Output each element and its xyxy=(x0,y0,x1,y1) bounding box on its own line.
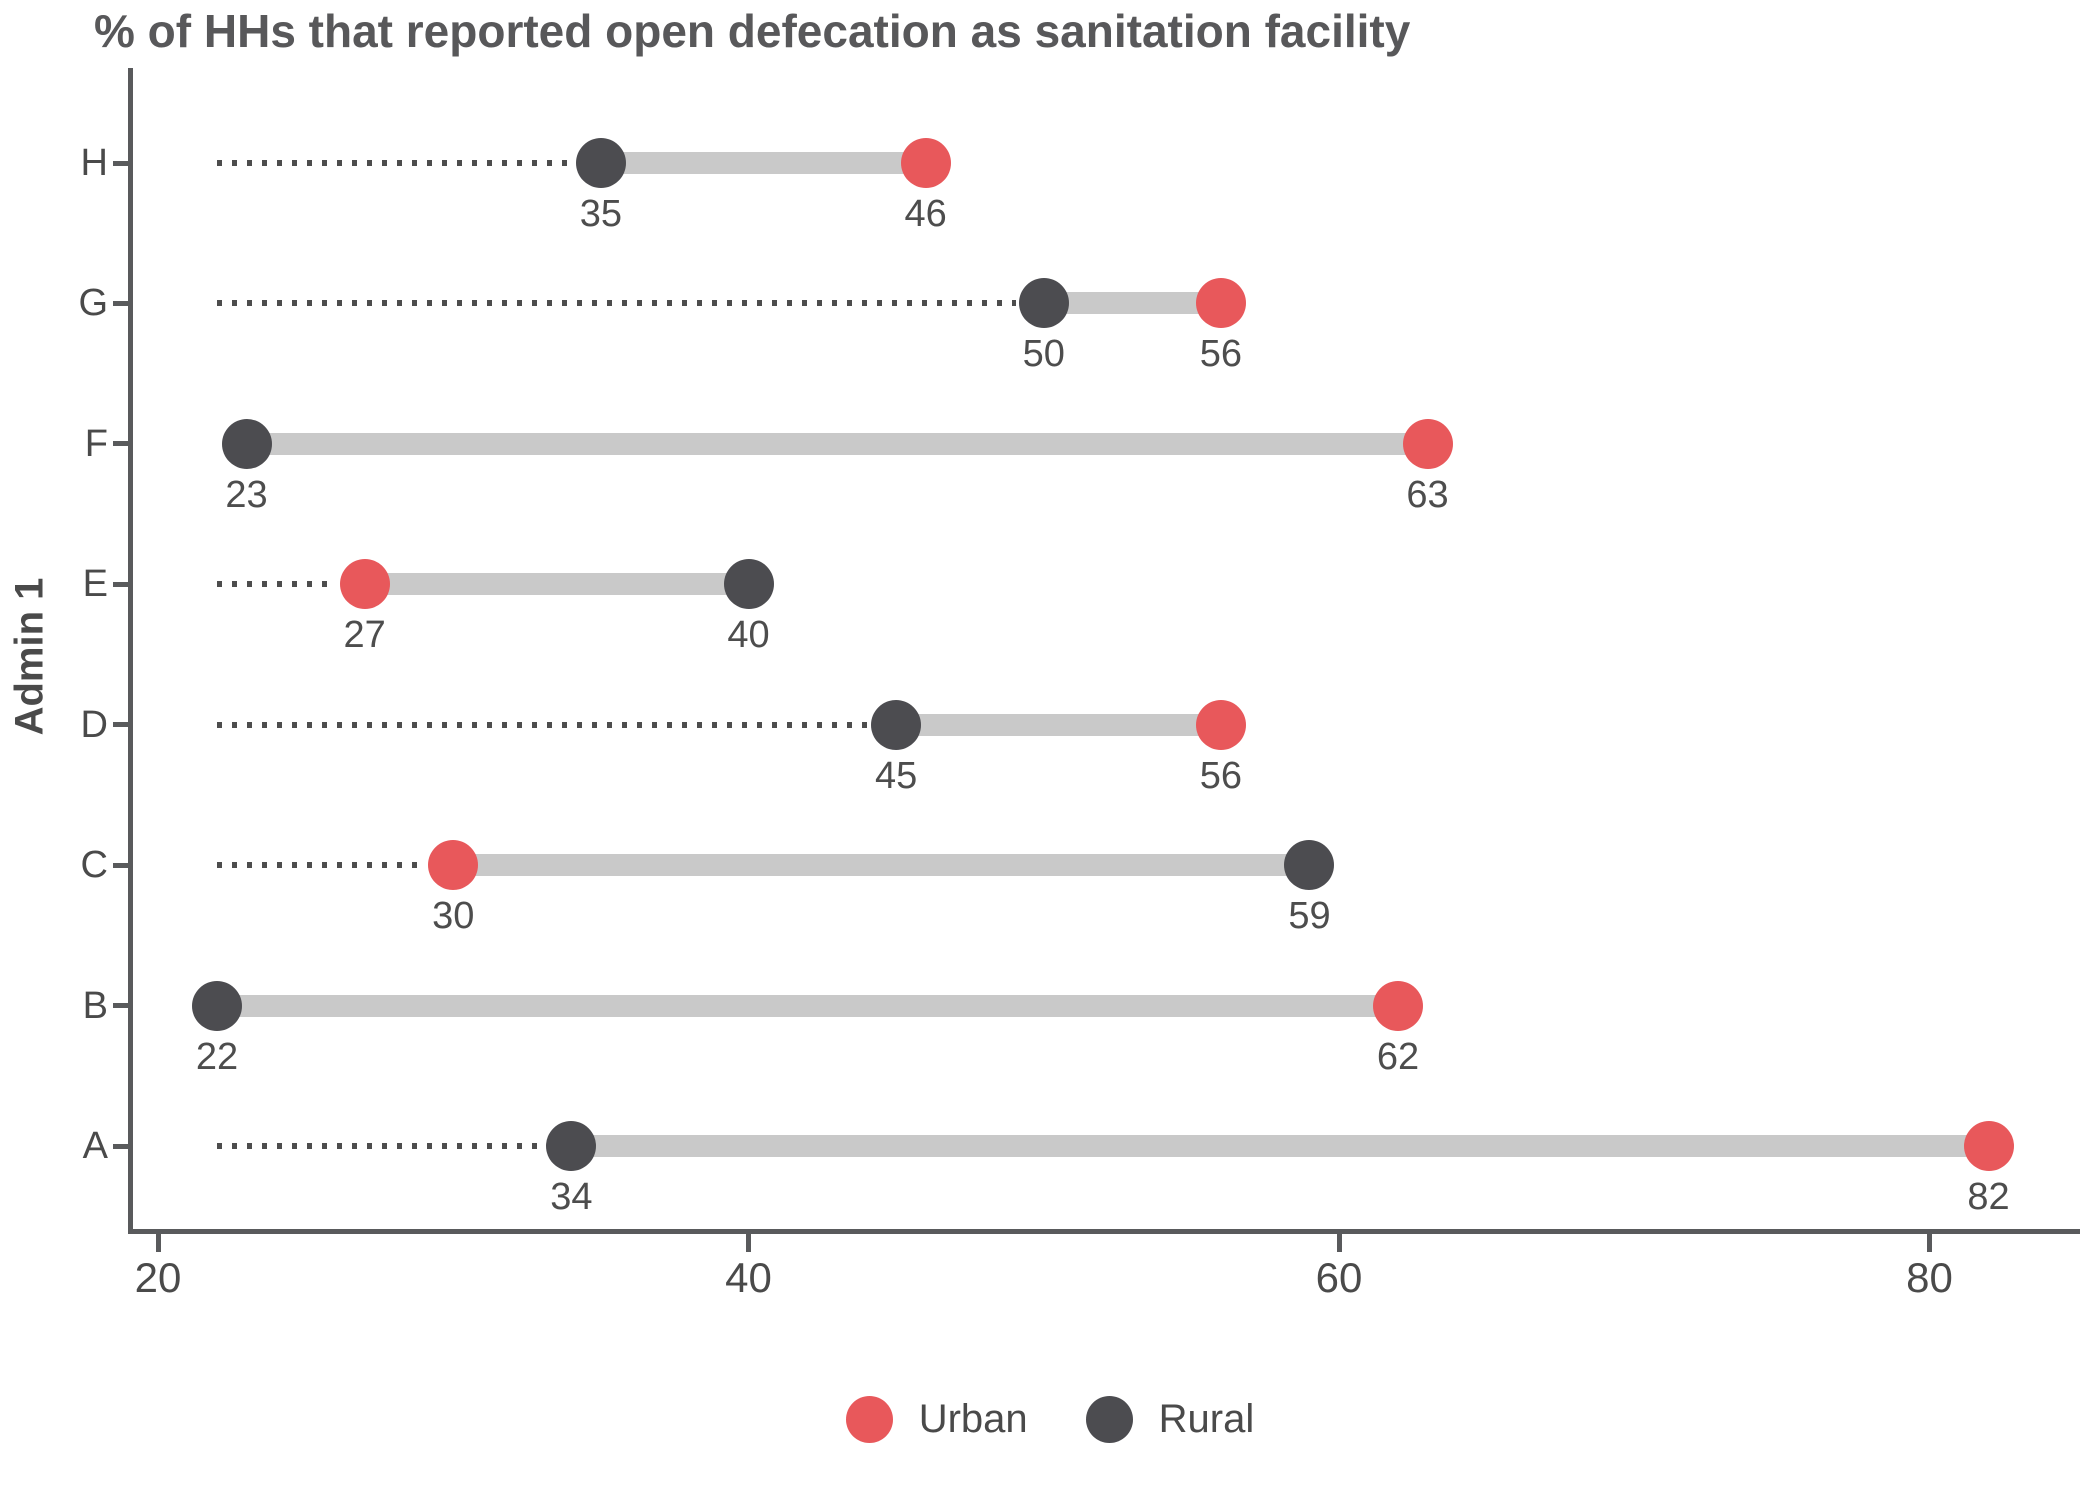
y-tick-E xyxy=(113,581,128,587)
category-label-C: C xyxy=(80,844,108,887)
rural-dot xyxy=(575,138,626,188)
urban-dot xyxy=(339,559,390,610)
urban-legend-label: Urban xyxy=(918,1397,1028,1441)
rural-legend-swatch xyxy=(1085,1396,1133,1443)
category-label-H: H xyxy=(80,142,108,184)
dumbbell-bar xyxy=(364,573,749,596)
x-tick-label-20: 20 xyxy=(134,1254,182,1301)
rural-value-label: 40 xyxy=(727,614,770,657)
dumbbell-bar xyxy=(453,854,1310,877)
rural-dot xyxy=(1018,278,1069,329)
urban-dot xyxy=(428,840,479,891)
legend: Urban Rural xyxy=(0,1396,2100,1443)
x-tick-label-60: 60 xyxy=(1315,1254,1363,1301)
y-tick-B xyxy=(113,1003,128,1009)
urban-value-label: 27 xyxy=(343,614,386,657)
y-tick-H xyxy=(113,160,128,166)
rural-value-label: 23 xyxy=(225,473,268,516)
rural-value-label: 35 xyxy=(579,193,623,235)
x-tick-40 xyxy=(746,1234,751,1252)
rural-value-label: 59 xyxy=(1288,895,1331,938)
dumbbell-bar xyxy=(1043,292,1221,315)
dotted-leader-line xyxy=(217,721,869,728)
urban-dot xyxy=(1402,418,1453,469)
legend-item-rural: Rural xyxy=(1085,1396,1255,1443)
dotted-leader-line xyxy=(217,160,573,166)
category-label-D: D xyxy=(80,703,108,746)
category-label-F: F xyxy=(84,422,108,465)
urban-dot xyxy=(900,138,951,188)
urban-dot xyxy=(1195,699,1246,750)
rural-legend-label: Rural xyxy=(1158,1397,1255,1441)
x-tick-80 xyxy=(1927,1234,1932,1252)
y-tick-D xyxy=(113,722,128,728)
urban-value-label: 46 xyxy=(904,193,947,235)
urban-value-label: 82 xyxy=(1967,1176,2010,1218)
rural-dot xyxy=(546,1121,597,1171)
rural-value-label: 22 xyxy=(195,1035,239,1078)
category-label-B: B xyxy=(82,984,108,1027)
dumbbell-bar xyxy=(246,432,1428,455)
rural-value-label: 50 xyxy=(1022,333,1065,376)
urban-dot xyxy=(1373,980,1424,1031)
dotted-leader-line xyxy=(217,1143,544,1149)
rural-value-label: 34 xyxy=(550,1176,593,1218)
x-tick-60 xyxy=(1336,1234,1342,1252)
y-tick-F xyxy=(113,441,128,447)
dumbbell-bar xyxy=(571,1135,1989,1157)
urban-dot xyxy=(1963,1121,2014,1171)
dumbbell-bar xyxy=(217,994,1399,1017)
urban-value-label: 62 xyxy=(1376,1035,1420,1078)
y-tick-A xyxy=(113,1143,128,1149)
rural-dot xyxy=(723,559,774,610)
dumbbell-bar xyxy=(896,713,1221,736)
chart-title: % of HHs that reported open defecation a… xyxy=(94,5,1411,57)
x-axis-line xyxy=(128,1229,2080,1234)
rural-dot xyxy=(871,699,922,750)
rural-dot xyxy=(1284,840,1335,891)
x-tick-label-80: 80 xyxy=(1906,1254,1953,1301)
dotted-leader-line xyxy=(217,862,426,869)
dotted-leader-line xyxy=(217,581,337,588)
rural-value-label: 45 xyxy=(874,754,918,797)
urban-value-label: 56 xyxy=(1199,754,1243,797)
rural-dot xyxy=(221,418,272,469)
y-axis-title: Admin 1 xyxy=(7,577,52,736)
category-label-E: E xyxy=(82,563,108,606)
urban-value-label: 30 xyxy=(432,895,475,938)
x-tick-label-40: 40 xyxy=(725,1254,772,1301)
urban-value-label: 63 xyxy=(1406,473,1449,516)
dumbbell-bar xyxy=(600,152,926,174)
legend-item-urban: Urban xyxy=(845,1396,1028,1443)
urban-dot xyxy=(1195,278,1246,329)
urban-value-label: 56 xyxy=(1199,333,1243,376)
y-tick-G xyxy=(113,300,128,306)
dotted-leader-line xyxy=(217,300,1016,307)
y-axis-line xyxy=(128,68,133,1234)
category-label-A: A xyxy=(82,1125,108,1167)
urban-legend-swatch xyxy=(845,1396,893,1443)
x-tick-20 xyxy=(155,1234,161,1252)
y-tick-C xyxy=(113,862,128,868)
category-label-G: G xyxy=(78,282,108,325)
rural-dot xyxy=(192,980,243,1031)
